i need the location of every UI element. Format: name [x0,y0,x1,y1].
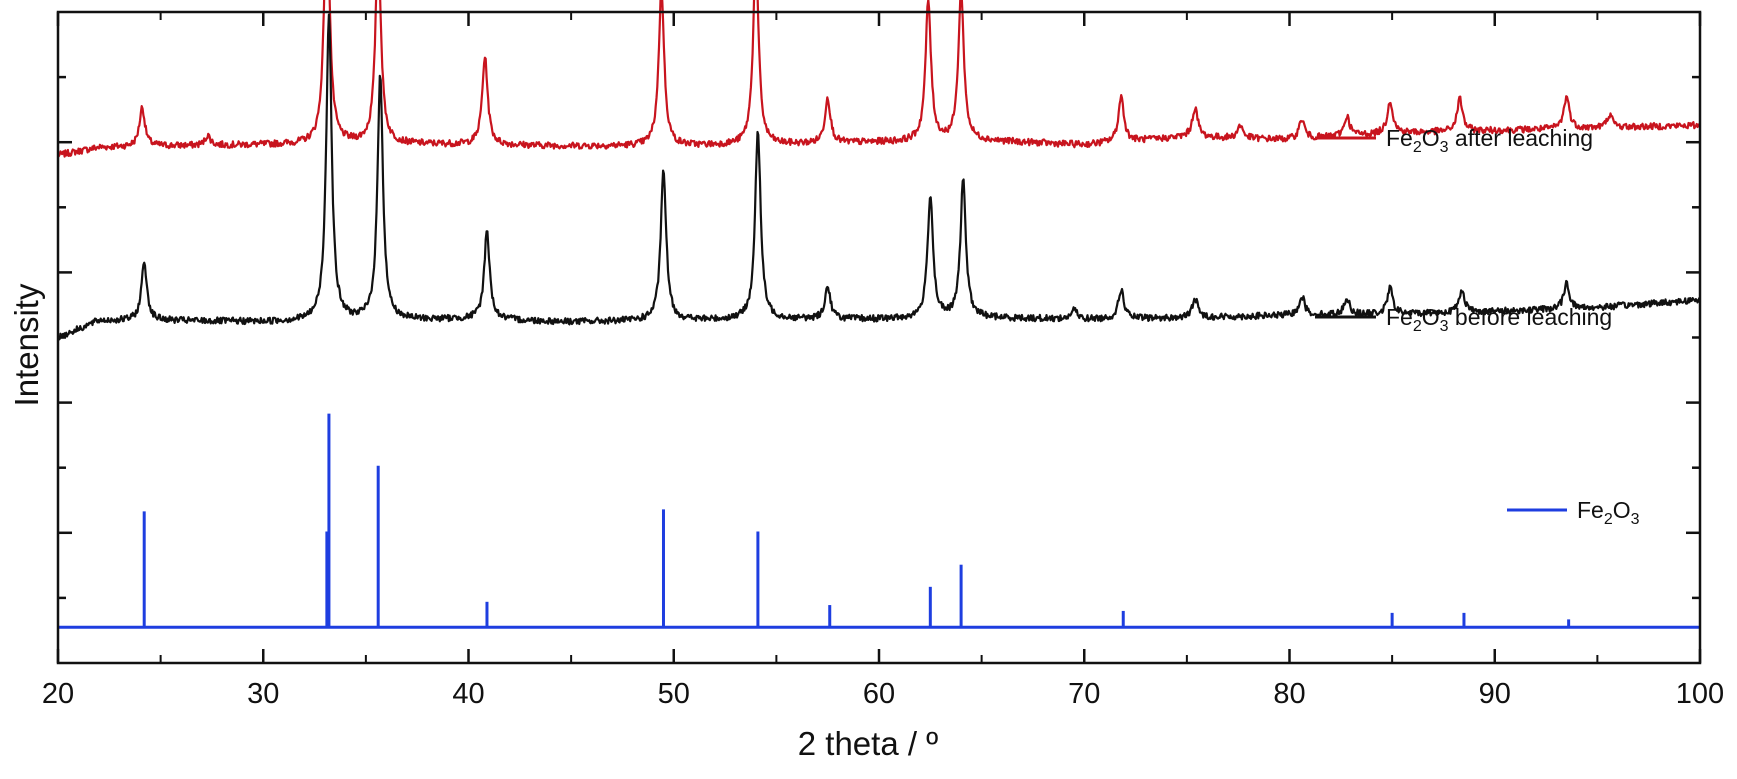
x-tick-label: 90 [1479,678,1511,710]
x-tick-label: 30 [247,678,279,710]
legend-entry-1: Fe2O3 after leaching [1315,125,1593,156]
x-tick-label: 80 [1273,678,1305,710]
diffraction-line [56,0,1702,158]
legend-entry-3: Fe2O3 [1507,497,1640,528]
y-axis-title: Intensity [8,283,45,406]
plot-frame [56,10,1702,665]
x-tick-label: 40 [452,678,484,710]
diffraction-line [57,13,1702,341]
x-axis-title: 2 theta / º [798,725,938,762]
x-tick-label: 70 [1068,678,1100,710]
series-3 [58,413,1700,629]
legend-label: Fe2O3 after leaching [1386,125,1593,156]
series-layer [56,0,1702,629]
legend-entry-2: Fe2O3 before leaching [1315,304,1612,335]
x-tick-label: 60 [863,678,895,710]
legend-label: Fe2O3 [1577,497,1640,528]
x-tick-label: 50 [658,678,690,710]
x-tick-label: 20 [42,678,74,710]
legend-label: Fe2O3 before leaching [1386,304,1612,335]
series-2 [57,13,1702,341]
ticks-layer: 20 30 40 50 60 70 80 90 100 [42,12,1724,710]
x-tick-label: 100 [1676,678,1724,710]
legend: Fe2O3 after leaching Fe2O3 before leachin… [1315,125,1640,528]
series-1 [56,0,1702,158]
